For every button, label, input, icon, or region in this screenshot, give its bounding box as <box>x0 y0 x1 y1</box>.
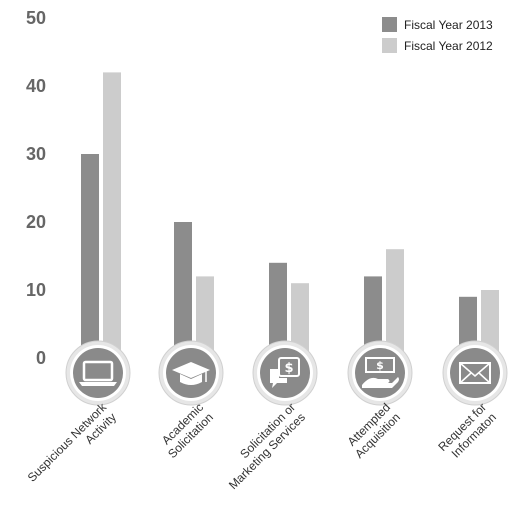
category-label: Solicitation orMarketing Services <box>216 400 308 492</box>
bar-fy2012-1 <box>196 276 214 358</box>
cap-band <box>180 374 202 385</box>
graduation-cap-icon <box>158 340 224 406</box>
bar-fy2013-3 <box>364 276 382 358</box>
bar-fy2012-3 <box>386 249 404 358</box>
legend-swatch-0 <box>382 17 397 32</box>
legend-label-1: Fiscal Year 2012 <box>404 39 493 53</box>
dollar-glyph: $ <box>376 359 384 372</box>
laptop-base <box>79 382 117 386</box>
category-label: Suspicious NetworkActivity <box>25 400 120 495</box>
bar-fy2012-2 <box>291 283 309 358</box>
y-tick-label: 0 <box>36 348 46 368</box>
money-hand-icon: $ <box>347 340 413 406</box>
icon-disc <box>450 348 500 398</box>
cap-top <box>172 362 210 378</box>
dollar-speech-bubble-icon: $ <box>252 340 318 406</box>
laptop-screen <box>82 360 114 382</box>
legend-swatch-1 <box>382 38 397 53</box>
bar-fy2013-1 <box>174 222 192 358</box>
icon-disc <box>73 348 123 398</box>
category-label: Request forInformaton <box>435 400 499 464</box>
bubble-front <box>278 357 300 377</box>
bar-fy2013-2 <box>269 262 287 358</box>
y-tick-label: 30 <box>26 144 46 164</box>
hand <box>362 377 399 388</box>
envelope-icon <box>442 340 508 406</box>
bar-fy2013-0 <box>81 154 99 358</box>
y-tick-label: 40 <box>26 76 46 96</box>
bar-fy2012-4 <box>481 290 499 358</box>
legend: Fiscal Year 2013 Fiscal Year 2012 <box>382 17 493 53</box>
bar-fy2012-0 <box>103 72 121 359</box>
y-tick-label: 10 <box>26 280 46 300</box>
y-tick-label: 20 <box>26 212 46 232</box>
x-axis-labels: Suspicious NetworkActivity AcademicSolici… <box>25 400 499 495</box>
y-tick-label: 50 <box>26 8 46 28</box>
category-label-line: Suspicious Network <box>25 400 110 485</box>
category-label: AttemptedAcquisition <box>342 400 403 461</box>
legend-label-0: Fiscal Year 2013 <box>404 18 493 32</box>
y-axis: 0 10 20 30 40 50 <box>26 8 46 368</box>
banknote <box>365 357 395 373</box>
category-icons: $ $ <box>65 340 508 406</box>
bubble-back <box>270 369 287 388</box>
envelope-flap <box>459 362 491 384</box>
bars <box>81 72 499 359</box>
dollar-glyph: $ <box>284 361 293 376</box>
laptop-icon <box>65 340 131 406</box>
category-label: AcademicSolicitation <box>155 400 216 461</box>
envelope-body <box>459 362 491 384</box>
